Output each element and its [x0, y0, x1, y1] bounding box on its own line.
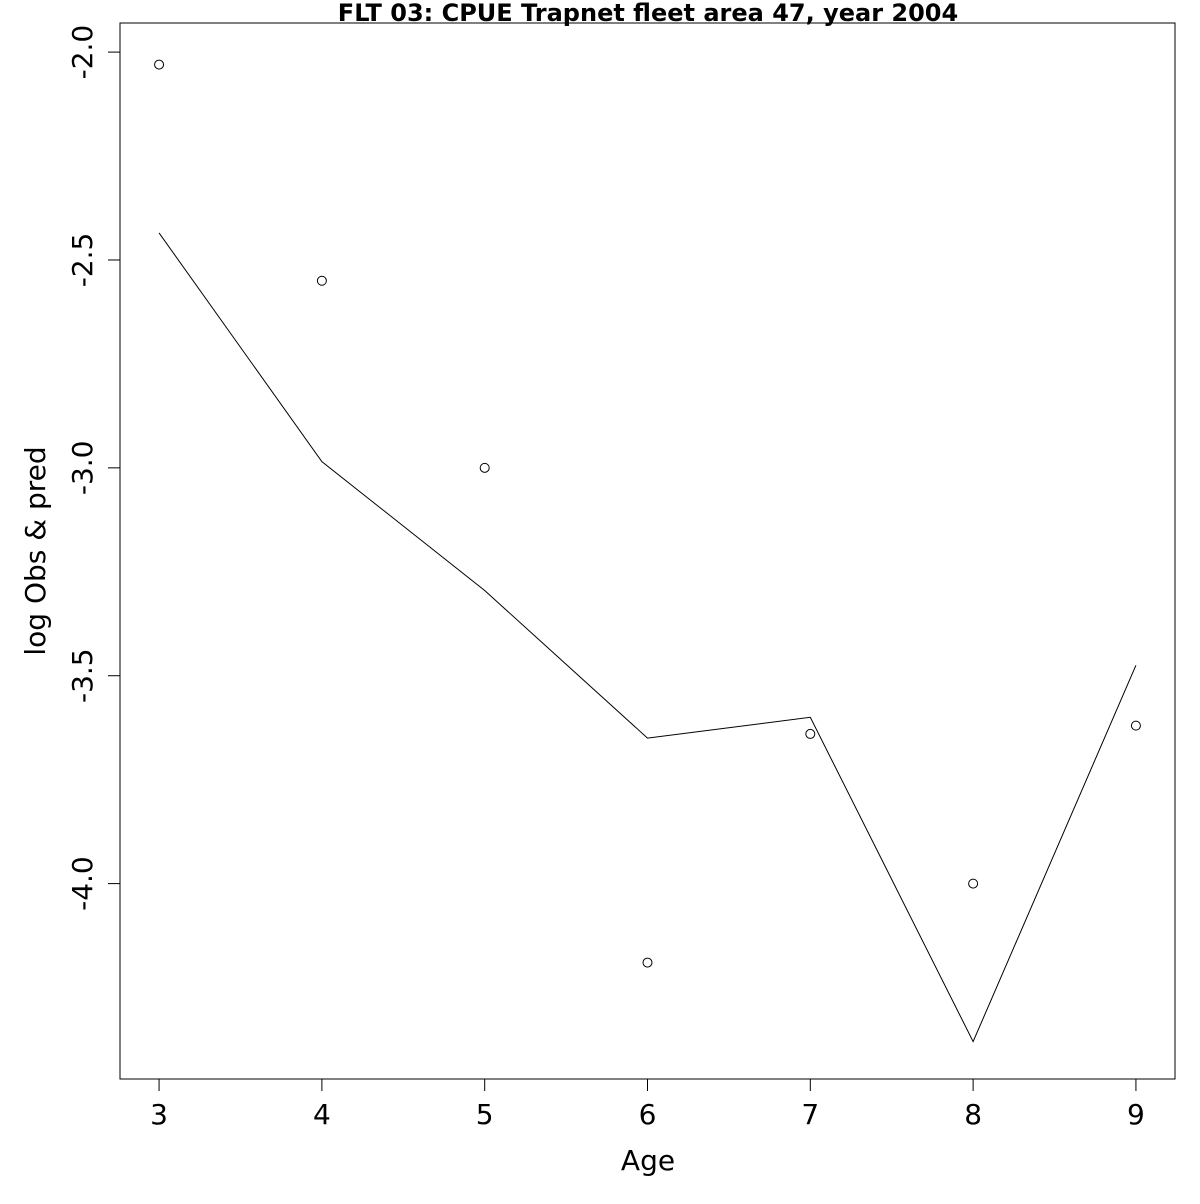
y-tick-label: -3.5 — [66, 648, 99, 703]
y-axis: -2.0 -2.5 -3.0 -3.5 -4.0 — [66, 25, 121, 911]
observed-point — [642, 957, 653, 968]
x-axis: 3 4 5 6 7 8 9 — [150, 1078, 1145, 1131]
series-layer — [154, 59, 1141, 1043]
observed-point — [968, 878, 979, 889]
observed-point — [316, 275, 327, 286]
observed-point — [479, 462, 490, 473]
y-axis-label: log Obs & pred — [19, 446, 52, 655]
y-tick-label: -3.0 — [66, 441, 99, 496]
observed-point — [805, 728, 816, 739]
x-tick-label: 5 — [476, 1098, 494, 1131]
x-tick-label: 7 — [801, 1098, 819, 1131]
y-tick-label: -4.0 — [66, 856, 99, 911]
observed-point — [1130, 720, 1141, 731]
observed-point — [154, 59, 165, 70]
x-axis-label: Age — [621, 1144, 675, 1177]
x-tick-label: 6 — [639, 1098, 657, 1131]
x-tick-label: 8 — [964, 1098, 982, 1131]
y-tick-label: -2.0 — [66, 25, 99, 80]
x-tick-label: 9 — [1127, 1098, 1145, 1131]
x-tick-label: 3 — [150, 1098, 168, 1131]
x-tick-label: 4 — [313, 1098, 331, 1131]
y-tick-label: -2.5 — [66, 233, 99, 288]
predicted-line — [158, 232, 1137, 1043]
